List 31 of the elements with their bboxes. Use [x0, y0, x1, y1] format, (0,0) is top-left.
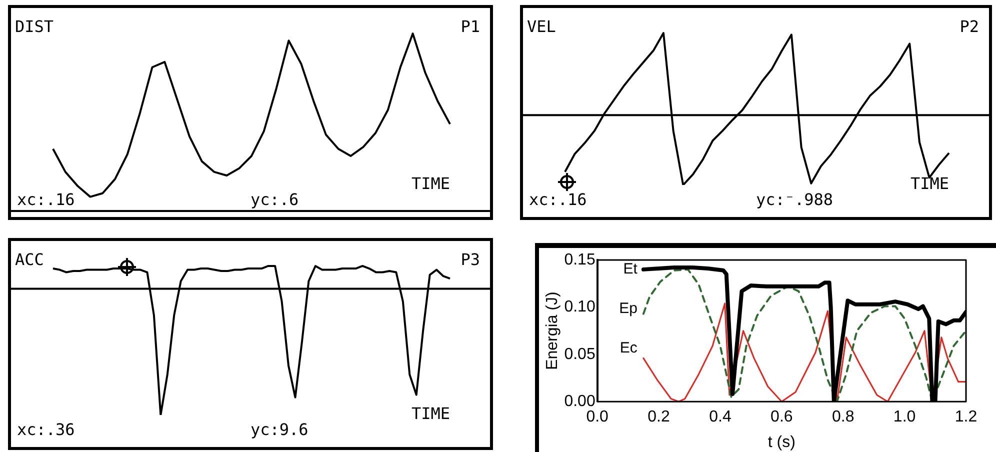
- y-tick-label: 0.00: [564, 393, 596, 410]
- y-axis-title: DIST: [15, 17, 54, 36]
- x-tick-label: 1.0: [893, 408, 916, 426]
- x-axis-title: TIME: [411, 404, 450, 423]
- x-axis-title: t (s): [768, 434, 796, 451]
- y-axis-title: VEL: [527, 17, 556, 36]
- x-axis-title: TIME: [910, 174, 949, 193]
- x-axis-title: TIME: [411, 174, 450, 193]
- annotation: yc:.6: [250, 190, 299, 209]
- series-label: Et: [623, 260, 638, 278]
- y-axis-title: Energia (J): [544, 292, 562, 370]
- text: xc:.36: [17, 420, 75, 439]
- x-tick-label: 0.8: [832, 408, 854, 426]
- x-tick-label: 0.4: [709, 408, 732, 426]
- text: yc:⁻.988: [756, 190, 834, 209]
- x-tick-label: 0.0: [586, 408, 609, 426]
- x-tick-label: 0.6: [770, 408, 793, 426]
- y-tick-label: 0.10: [564, 298, 596, 316]
- chart-title: P1: [460, 17, 480, 36]
- series-label: Ec: [620, 339, 638, 356]
- y-tick-label: 0.05: [564, 346, 596, 363]
- text: xc:.16: [529, 190, 587, 209]
- y-axis-title: ACC: [15, 250, 44, 269]
- x-tick-label: 1.2: [954, 408, 978, 426]
- annotation: xc:.16: [17, 190, 75, 209]
- chart-title: P3: [460, 250, 480, 269]
- series-label: Ep: [619, 300, 638, 317]
- text: yc:9.6: [250, 420, 308, 439]
- x-tick-label: 0.2: [648, 408, 670, 426]
- chart-title: P2: [960, 17, 979, 36]
- y-tick-label: 0.15: [564, 251, 596, 268]
